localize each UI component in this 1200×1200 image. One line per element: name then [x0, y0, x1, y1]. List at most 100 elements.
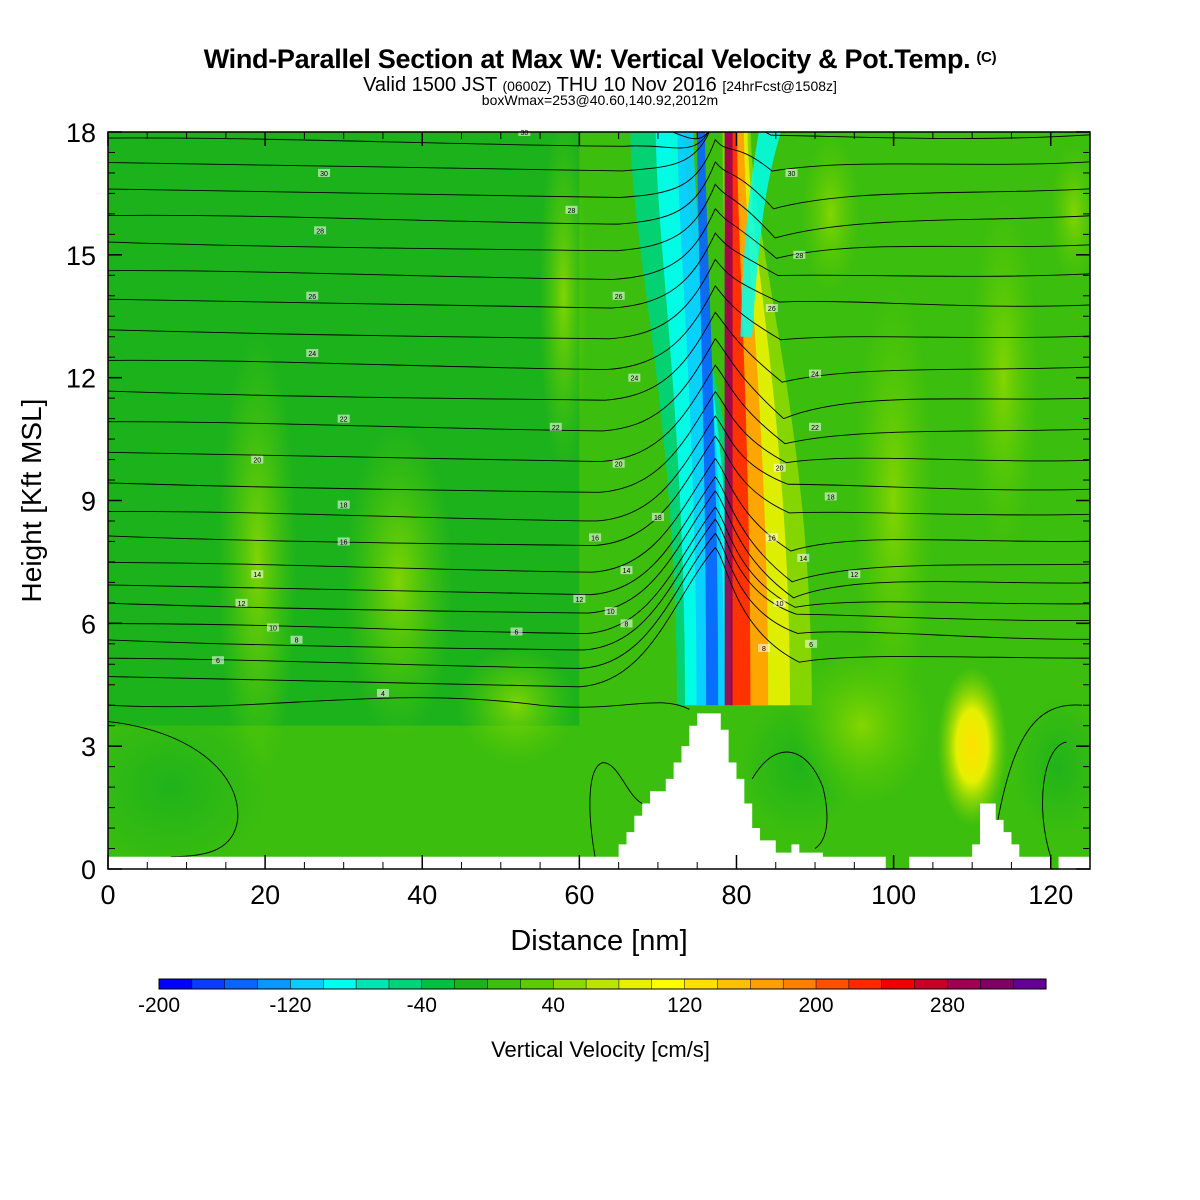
contour-label-bg: [306, 349, 319, 358]
contour-label-bg: [337, 414, 350, 423]
colorbar: -200 -120 -40 40 120 200 280 Vertical Velocity …: [138, 978, 1047, 1062]
contour-label-bg: [620, 619, 633, 628]
y-tick-label: 9: [81, 487, 96, 517]
contour-label: 4: [381, 691, 385, 698]
contour-label: 12: [575, 597, 583, 604]
theta-contour-line: [995, 704, 1083, 833]
theta-contour-line: [589, 762, 643, 857]
contour-label-bg: [266, 623, 279, 632]
contour-label: 20: [253, 458, 261, 465]
contour-label-bg: [318, 168, 331, 177]
colorbar-swatch: [848, 978, 883, 990]
contour-label-bg: [306, 291, 319, 300]
contour-label-bg: [337, 500, 350, 509]
contour-label: 20: [615, 462, 623, 469]
colorbar-frame: [158, 978, 1047, 990]
field-blob: [968, 197, 1039, 558]
chart-subtitle: Valid 1500 JST (0600Z) THU 10 Nov 2016 […: [0, 74, 1200, 97]
colorbar-swatch: [552, 978, 587, 990]
colorbar-swatch: [454, 978, 489, 990]
contour-label-bg: [565, 205, 578, 214]
contour-label-bg: [251, 570, 264, 579]
theta-contour-line: [108, 518, 1090, 651]
colorbar-swatch: [520, 978, 554, 990]
theta-contour-line: [108, 311, 1090, 401]
y-tick-label: 6: [81, 609, 96, 639]
contour-label: 30: [520, 130, 528, 137]
contour-label-bg: [824, 492, 837, 501]
contour-label: 8: [762, 646, 766, 653]
x-tick-label: 60: [564, 880, 594, 910]
colorbar-swatch: [158, 978, 193, 990]
theta-contour-line: [108, 697, 690, 710]
contour-label-bg: [628, 373, 641, 382]
field-blob: [792, 645, 933, 806]
contour-label: 18: [827, 494, 835, 501]
contour-label: 22: [811, 425, 819, 432]
contour-label: 30: [320, 171, 328, 178]
contour-label-bg: [765, 304, 778, 313]
colorbar-swatch: [980, 978, 1014, 990]
colorbar-swatch: [191, 978, 226, 990]
theta-contour-line: [108, 532, 1090, 669]
contour-label: 18: [654, 515, 662, 522]
colorbar-tick-label: 200: [799, 994, 834, 1017]
colorbar-swatch: [224, 978, 259, 990]
field-blob: [217, 331, 298, 792]
contour-label: 10: [776, 601, 784, 608]
contour-label-bg: [809, 422, 822, 431]
field-blob: [1049, 143, 1090, 284]
contour-label: 12: [850, 572, 858, 579]
theta-contour-line: [108, 258, 1090, 340]
field-blob: [108, 697, 271, 869]
colorbar-swatch: [421, 978, 456, 990]
colorbar-tick-label: -200: [138, 994, 180, 1017]
contour-label-bg: [773, 463, 786, 472]
contour-label: 24: [308, 351, 316, 358]
colorbar-label: Vertical Velocity [cm/s]: [491, 1037, 710, 1062]
field-blob: [853, 280, 934, 721]
velocity-band: [724, 132, 733, 706]
field-blob: [456, 645, 577, 766]
colorbar-tick-label: -120: [269, 994, 311, 1017]
colorbar-swatch: [815, 978, 850, 990]
contour-label-bg: [211, 656, 224, 665]
contour-label-bg: [848, 570, 861, 579]
valid-utc: (0600Z): [502, 78, 552, 94]
contour-label: 28: [795, 253, 803, 260]
colorbar-swatch: [1012, 978, 1047, 990]
contour-label-bg: [235, 598, 248, 607]
contour-label: 16: [768, 535, 776, 542]
colorbar-swatch: [947, 978, 981, 990]
colorbar-swatch: [388, 978, 423, 990]
contour-label: 26: [768, 306, 776, 313]
theta-contour-line: [108, 721, 239, 858]
contour-label: 10: [269, 625, 277, 632]
forecast-info: [24hrFcst@1508z]: [722, 78, 837, 94]
contour-label: 16: [591, 535, 599, 542]
plot-axes: 0 20 40 60 80 100 120 0 3 6 9 12 15 18 Distance [nm] He…: [16, 118, 1091, 957]
colorbar-tick-label: -40: [407, 994, 437, 1017]
field-blob: [1013, 696, 1090, 837]
colorbar-swatch: [323, 978, 357, 990]
contour-label: 28: [568, 208, 576, 215]
copyright-mark: (C): [976, 49, 997, 66]
contour-label-bg: [651, 512, 664, 521]
colorbar-swatch: [750, 978, 784, 990]
colorbar-swatch: [914, 978, 948, 990]
contour-label: 8: [625, 621, 629, 628]
colorbar-swatch: [618, 978, 653, 990]
colorbar-swatch: [651, 978, 686, 990]
chart-title: Wind-Parallel Section at Max W: Vertical…: [0, 44, 1200, 75]
contour-label-bg: [765, 533, 778, 542]
theta-contour-line: [108, 337, 1090, 432]
contour-label: 24: [811, 372, 819, 379]
contour-label: 20: [776, 466, 784, 473]
contour-label: 22: [552, 425, 560, 432]
theta-contour-line: [751, 751, 828, 849]
y-tick-label: 12: [66, 364, 96, 394]
contour-label-bg: [620, 566, 633, 575]
theta-contour-line: [108, 415, 1090, 522]
y-tick-label: 15: [66, 241, 96, 271]
vertical-velocity-field: [108, 132, 1090, 869]
